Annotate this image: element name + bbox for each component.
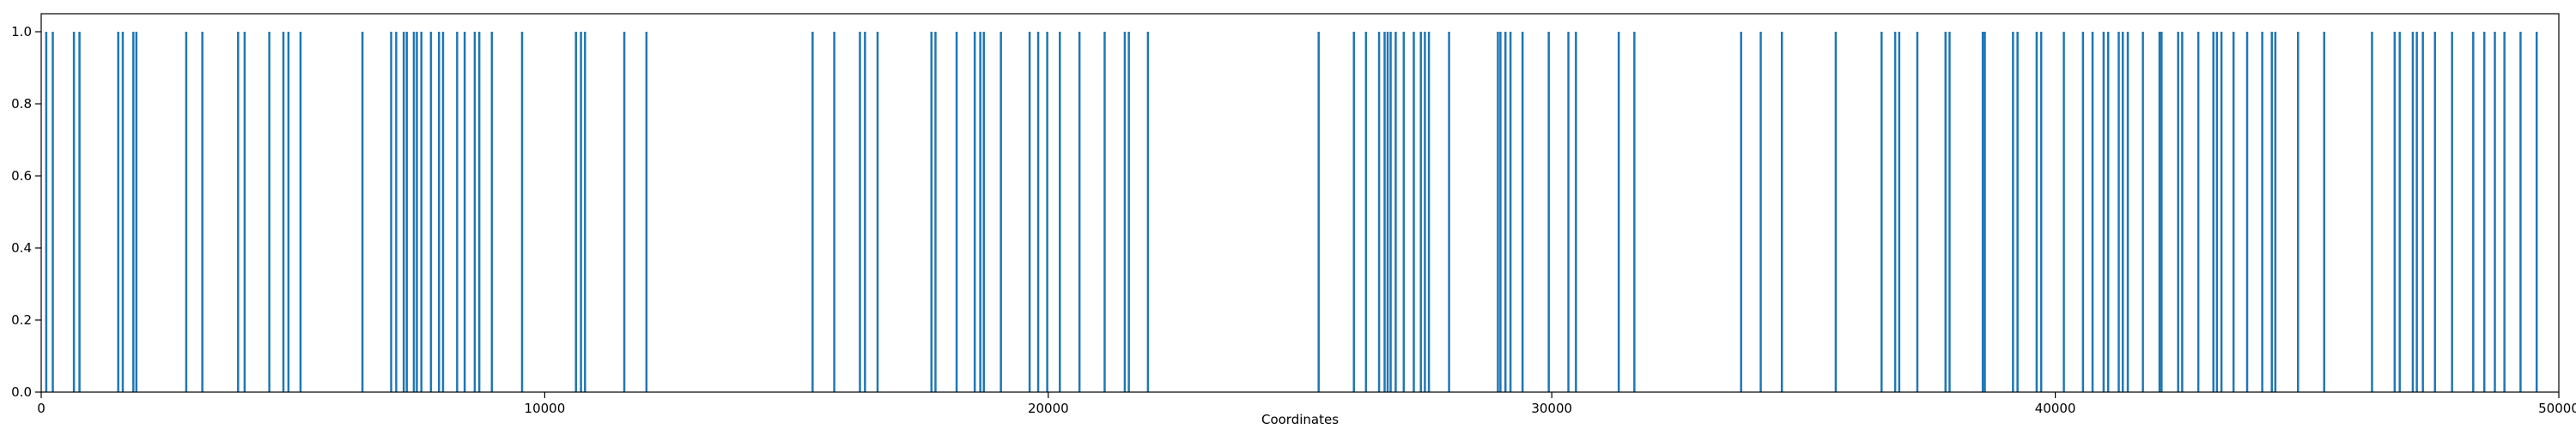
- y-tick-label: 0.6: [11, 168, 32, 184]
- x-tick-label: 50000: [2538, 401, 2576, 416]
- y-tick-label: 1.0: [11, 24, 32, 39]
- x-axis: 0 10000 20000 30000 40000 50000: [37, 392, 2576, 416]
- x-tick-label: 20000: [1028, 401, 1069, 416]
- y-tick-label: 0.8: [11, 96, 32, 112]
- y-axis: 0.0 0.2 0.4 0.6 0.8 1.0: [11, 24, 41, 400]
- y-tick-label: 0.2: [11, 312, 32, 328]
- plot-frame: [40, 13, 2560, 393]
- x-tick-label: 40000: [2035, 401, 2076, 416]
- x-tick-label: 30000: [1531, 401, 1572, 416]
- y-tick-label: 0.0: [11, 384, 32, 400]
- x-axis-label: Coordinates: [1261, 412, 1339, 427]
- x-tick-label: 0: [37, 401, 46, 416]
- bars-group: [45, 32, 2538, 392]
- x-tick-label: 10000: [525, 401, 566, 416]
- y-tick-label: 0.4: [11, 240, 32, 256]
